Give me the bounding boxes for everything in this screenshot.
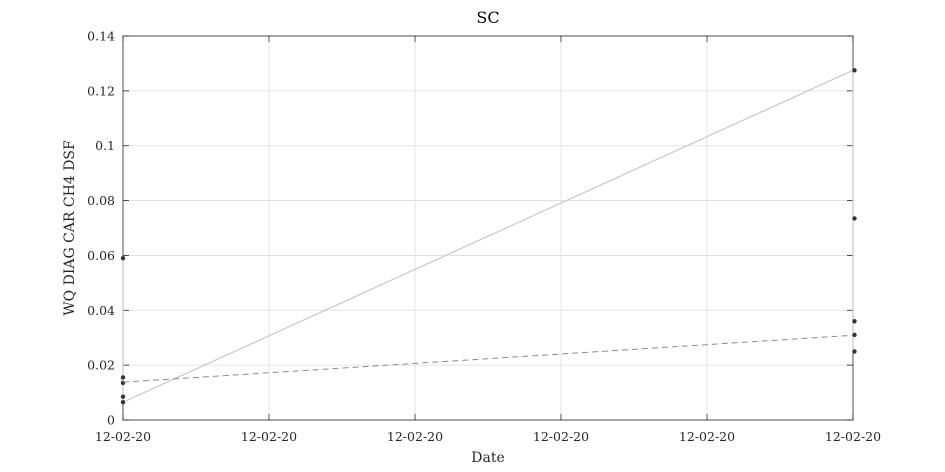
data-point — [120, 394, 126, 399]
x-tick-label: 12-02-20 — [679, 429, 735, 444]
data-point — [120, 375, 126, 380]
series-line — [122, 69, 854, 404]
y-axis-label: WQ DIAG CAR CH4 DSF — [62, 140, 78, 316]
series-group — [120, 68, 857, 405]
y-tick-label: 0.08 — [87, 193, 115, 208]
x-tick-label: 12-02-20 — [387, 429, 443, 444]
y-tick-label: 0.06 — [87, 248, 115, 263]
x-tick-label: 12-02-20 — [533, 429, 589, 444]
data-point — [852, 319, 857, 324]
data-point — [120, 380, 126, 386]
data-point — [852, 216, 857, 221]
y-tick-label: 0.12 — [87, 83, 115, 98]
y-tick-label: 0.1 — [95, 138, 115, 153]
data-point — [120, 399, 126, 405]
chart-title: SC — [476, 8, 499, 27]
x-axis-label: Date — [471, 450, 504, 466]
axis-ticks: 12-02-20 12-02-20 12-02-20 12-02-20 12-02-20… — [87, 29, 881, 445]
y-tick-label: 0.02 — [87, 358, 115, 373]
data-point — [852, 349, 857, 354]
y-tick-label: 0 — [107, 413, 115, 428]
x-tick-label: 12-02-20 — [241, 429, 297, 444]
trend-line — [122, 334, 854, 383]
data-point — [852, 68, 857, 73]
data-point — [852, 332, 857, 338]
x-tick-label: 12-02-20 — [95, 429, 151, 444]
y-tick-label: 0.14 — [87, 29, 115, 44]
y-tick-label: 0.04 — [87, 303, 115, 318]
x-tick-label: 12-02-20 — [825, 429, 881, 444]
data-point — [120, 255, 126, 261]
